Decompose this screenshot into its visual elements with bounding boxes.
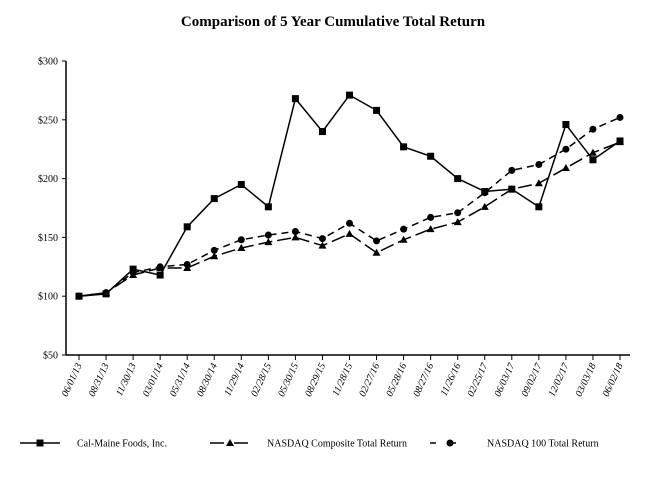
data-point-triangle <box>507 185 516 193</box>
data-point-square <box>156 271 164 279</box>
data-point-square <box>346 91 353 99</box>
data-point-square <box>237 180 245 188</box>
x-tick-label: 11/29/14 <box>222 362 247 398</box>
data-point-triangle <box>237 243 246 251</box>
x-tick-label: 05/28/16 <box>384 362 409 399</box>
data-point-circle <box>373 237 381 245</box>
data-point-square <box>454 175 462 183</box>
x-tick-label: 05/31/14 <box>168 362 193 399</box>
data-point-triangle <box>210 252 219 260</box>
data-point-triangle <box>345 229 354 237</box>
data-point-circle <box>427 213 435 221</box>
x-tick-label: 11/28/15 <box>331 362 356 398</box>
x-tick-label: 05/30/15 <box>276 362 301 399</box>
data-point-square <box>400 143 408 151</box>
legend-label: NASDAQ Composite Total Return <box>267 439 407 450</box>
data-point-circle <box>156 263 164 271</box>
x-tick-label: 08/29/15 <box>303 362 328 399</box>
data-point-circle <box>291 228 299 236</box>
data-point-circle <box>75 292 83 300</box>
data-point-circle <box>183 260 191 268</box>
x-tick-label: 02/28/15 <box>249 362 274 399</box>
x-tick-label: 08/30/14 <box>195 362 220 399</box>
data-point-circle <box>264 231 272 239</box>
data-point-triangle <box>264 238 273 246</box>
x-tick-label: 08/31/13 <box>87 362 112 399</box>
data-point-square <box>535 203 543 211</box>
x-tick-label: 08/27/16 <box>411 362 436 399</box>
data-point-square <box>264 203 272 211</box>
data-point-circle <box>508 166 516 174</box>
chart-title: Comparison of 5 Year Cumulative Total Re… <box>180 14 486 30</box>
data-point-square <box>589 156 597 164</box>
data-point-triangle <box>291 233 300 241</box>
data-point-square <box>291 95 299 103</box>
data-point-triangle <box>534 179 543 187</box>
data-point-circle <box>102 289 110 297</box>
data-point-square <box>562 121 570 129</box>
x-tick-label: 11/30/13 <box>114 362 139 398</box>
legend-marker-triangle <box>226 439 234 446</box>
data-point-square <box>373 106 381 114</box>
data-point-triangle <box>453 218 462 226</box>
data-point-triangle <box>372 248 381 256</box>
legend-label: NASDAQ 100 Total Return <box>487 439 599 450</box>
data-point-circle <box>481 189 489 197</box>
y-tick-label: $200 <box>38 174 58 185</box>
data-point-triangle <box>561 164 570 172</box>
data-point-square <box>183 223 191 231</box>
data-point-circle <box>129 269 137 277</box>
y-tick-label: $300 <box>38 57 58 68</box>
data-point-triangle <box>588 148 597 156</box>
y-tick-label: $100 <box>38 292 58 303</box>
x-tick-label: 06/03/17 <box>493 361 518 399</box>
x-tick-label: 03/03/18 <box>574 362 599 399</box>
data-point-square <box>318 128 326 136</box>
data-point-circle <box>346 219 353 227</box>
data-point-circle <box>562 145 570 153</box>
data-point-triangle <box>426 225 435 233</box>
data-point-triangle <box>399 235 408 243</box>
data-point-circle <box>318 235 326 243</box>
legend-label: Cal-Maine Foods, Inc. <box>77 439 167 450</box>
x-tick-label: 03/01/14 <box>141 362 166 399</box>
x-tick-label: 09/02/17 <box>520 361 545 399</box>
data-point-circle <box>400 225 408 233</box>
y-tick-label: $250 <box>38 115 58 126</box>
data-point-circle <box>616 113 624 121</box>
x-tick-label: 02/25/17 <box>465 361 490 399</box>
data-point-circle <box>454 209 462 217</box>
y-tick-label: $150 <box>38 233 58 244</box>
data-point-triangle <box>616 138 624 146</box>
data-point-circle <box>210 246 218 254</box>
legend-marker-circle <box>446 439 454 447</box>
data-point-triangle <box>480 202 489 210</box>
data-point-circle <box>589 125 597 133</box>
x-tick-label: 12/02/17 <box>547 361 572 399</box>
data-point-circle <box>237 236 245 244</box>
legend-marker-square <box>36 439 44 447</box>
x-tick-label: 11/26/16 <box>439 362 464 398</box>
data-point-square <box>129 265 137 273</box>
data-point-square <box>427 152 435 160</box>
data-point-square <box>210 195 218 203</box>
x-tick-label: 02/27/16 <box>357 362 382 399</box>
x-tick-label: 06/01/13 <box>60 362 85 399</box>
data-point-triangle <box>318 241 327 249</box>
y-tick-label: $50 <box>43 351 58 362</box>
x-tick-label: 06/02/18 <box>601 362 626 399</box>
data-point-circle <box>535 160 543 168</box>
